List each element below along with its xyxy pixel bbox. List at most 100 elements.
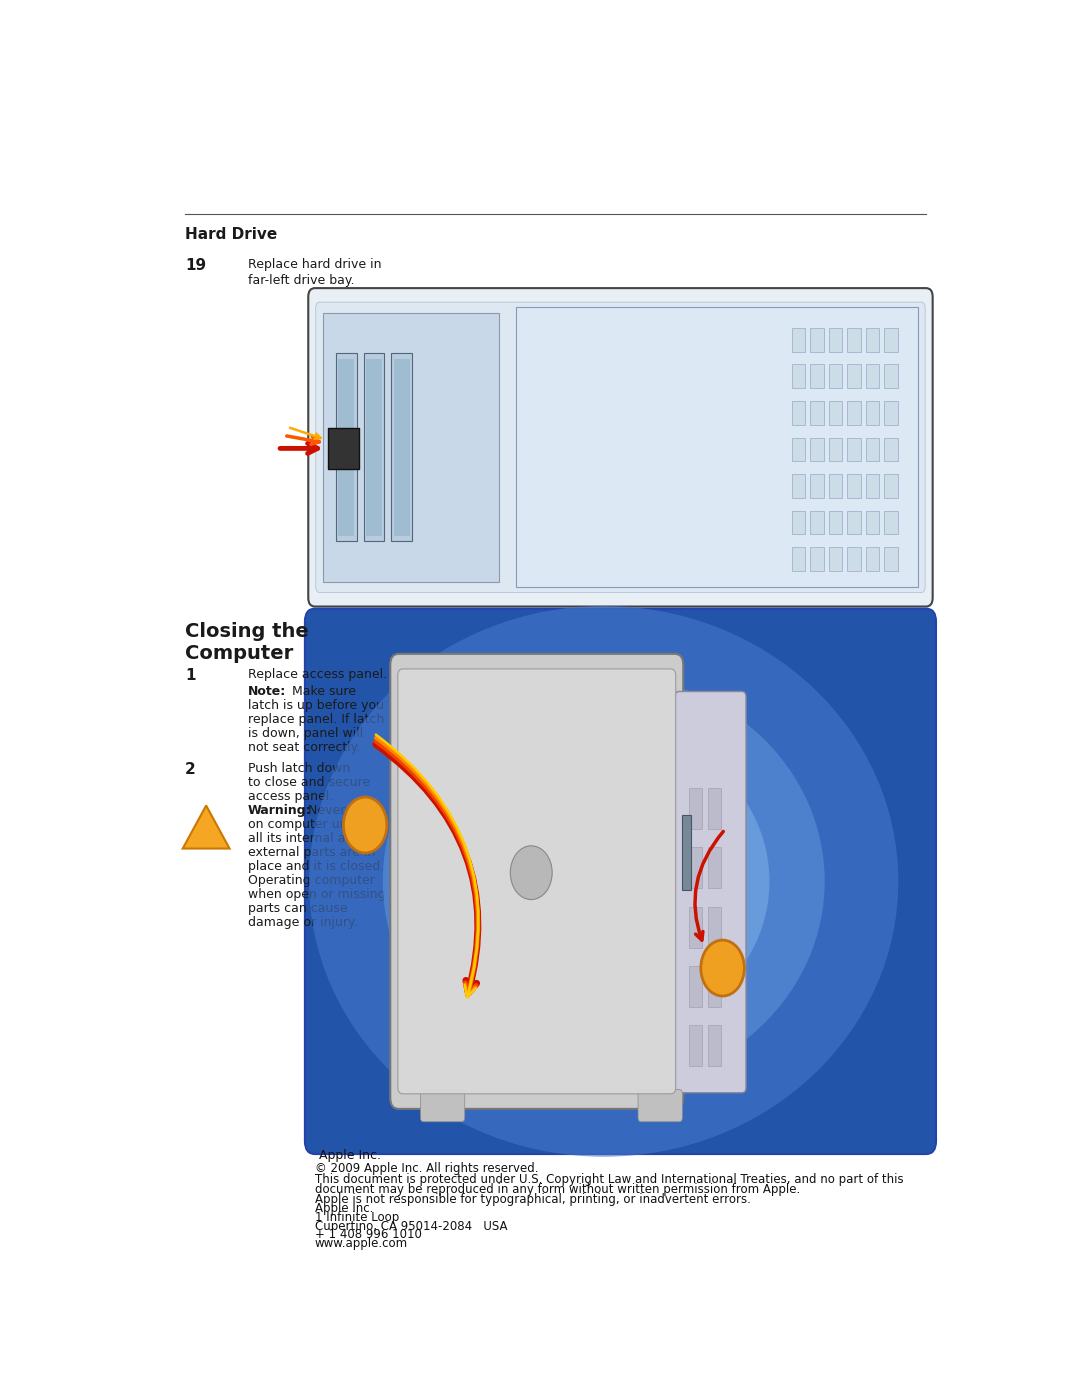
Bar <box>828 474 842 497</box>
FancyBboxPatch shape <box>675 692 746 1092</box>
Text: 2: 2 <box>717 960 728 978</box>
Text: damage or injury.: damage or injury. <box>248 916 357 929</box>
Bar <box>323 313 499 581</box>
Bar <box>338 359 354 536</box>
Text: Push latch down: Push latch down <box>248 763 350 775</box>
Bar <box>885 365 897 388</box>
Text: 1: 1 <box>186 668 195 683</box>
Bar <box>866 548 879 571</box>
Bar <box>792 328 806 352</box>
Bar <box>828 511 842 535</box>
Bar <box>885 401 897 425</box>
Bar <box>810 437 824 461</box>
Bar <box>707 907 721 947</box>
FancyBboxPatch shape <box>305 609 936 1154</box>
Circle shape <box>511 845 552 900</box>
Bar <box>828 365 842 388</box>
Text: all its internal and: all its internal and <box>248 833 361 845</box>
FancyBboxPatch shape <box>315 302 926 592</box>
Bar <box>327 427 360 469</box>
Text: far-left drive bay.: far-left drive bay. <box>248 274 354 288</box>
Bar <box>885 511 897 535</box>
Bar <box>810 401 824 425</box>
Circle shape <box>701 940 744 996</box>
Text: !: ! <box>203 826 210 841</box>
Text: Never turn: Never turn <box>308 805 375 817</box>
Bar <box>792 401 806 425</box>
Bar <box>866 328 879 352</box>
Bar <box>792 474 806 497</box>
Text: 1 Infinite Loop: 1 Infinite Loop <box>315 1211 400 1224</box>
Bar <box>828 401 842 425</box>
Bar <box>810 474 824 497</box>
Text: Replace access panel.: Replace access panel. <box>248 668 387 680</box>
Text: place and it is closed.: place and it is closed. <box>248 861 384 873</box>
Bar <box>792 511 806 535</box>
Bar <box>848 548 861 571</box>
Bar <box>683 814 691 890</box>
Bar <box>885 328 897 352</box>
Bar <box>516 307 918 587</box>
Text: Apple Inc.: Apple Inc. <box>315 1203 374 1215</box>
Bar <box>336 353 356 542</box>
Bar <box>866 365 879 388</box>
Bar <box>689 907 702 947</box>
Bar <box>885 548 897 571</box>
Bar <box>810 548 824 571</box>
Text: Cupertino, CA 95014-2084   USA: Cupertino, CA 95014-2084 USA <box>315 1220 508 1232</box>
Bar <box>885 437 897 461</box>
Bar <box>810 511 824 535</box>
Text: when open or missing: when open or missing <box>248 888 386 901</box>
Bar <box>393 359 409 536</box>
Bar <box>848 511 861 535</box>
Text: Apple is not responsible for typographical, printing, or inadvertent errors.: Apple is not responsible for typographic… <box>315 1193 751 1206</box>
Text: www.apple.com: www.apple.com <box>315 1236 408 1250</box>
Bar <box>366 359 382 536</box>
Text: Replace hard drive in: Replace hard drive in <box>248 258 381 271</box>
Text: Make sure: Make sure <box>292 685 355 698</box>
Text: Note:: Note: <box>248 685 286 698</box>
Bar <box>689 848 702 888</box>
Bar <box>828 437 842 461</box>
Text: to close and secure: to close and secure <box>248 777 370 789</box>
Text: + 1 408 996 1010: + 1 408 996 1010 <box>315 1228 422 1242</box>
Text: external parts are in: external parts are in <box>248 847 376 859</box>
Bar <box>391 353 413 542</box>
Bar <box>810 328 824 352</box>
Bar <box>866 511 879 535</box>
Bar <box>866 474 879 497</box>
Text: access panel.: access panel. <box>248 791 334 803</box>
Ellipse shape <box>382 675 825 1088</box>
Bar <box>689 965 702 1007</box>
Bar <box>866 437 879 461</box>
Bar <box>885 474 897 497</box>
Text: :  <box>525 854 538 875</box>
Ellipse shape <box>309 606 899 1157</box>
Bar <box>848 365 861 388</box>
Bar <box>707 848 721 888</box>
Text: replace panel. If latch: replace panel. If latch <box>248 712 384 726</box>
Bar <box>689 788 702 830</box>
Text: on computer unless: on computer unless <box>248 819 372 831</box>
Text: Apple Inc.: Apple Inc. <box>315 1148 381 1162</box>
Ellipse shape <box>494 778 714 985</box>
Bar <box>828 548 842 571</box>
Text: Operating computer: Operating computer <box>248 875 375 887</box>
Text: is down, panel will: is down, panel will <box>248 726 363 740</box>
Text: 1: 1 <box>360 816 370 834</box>
Bar <box>707 965 721 1007</box>
Bar <box>792 365 806 388</box>
Text: parts can cause: parts can cause <box>248 902 348 915</box>
Bar <box>707 788 721 830</box>
Bar <box>364 353 384 542</box>
Text: Closing the
Computer: Closing the Computer <box>186 622 309 662</box>
Polygon shape <box>183 806 230 848</box>
Text: Warning:: Warning: <box>248 805 312 817</box>
Text: © 2009 Apple Inc. All rights reserved.: © 2009 Apple Inc. All rights reserved. <box>315 1161 539 1175</box>
Bar <box>792 437 806 461</box>
Text: not seat correctly.: not seat correctly. <box>248 740 361 754</box>
FancyBboxPatch shape <box>390 654 684 1109</box>
Text: latch is up before you: latch is up before you <box>248 698 384 712</box>
Bar <box>792 548 806 571</box>
Bar <box>866 401 879 425</box>
